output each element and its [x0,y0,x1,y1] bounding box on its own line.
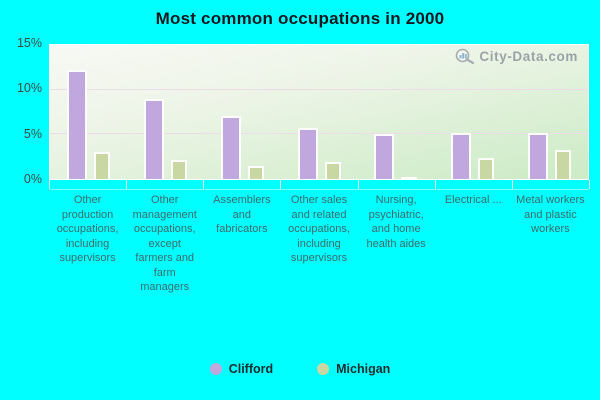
x-axis-category-label: Electrical ... [444,194,502,206]
bar-group [127,45,204,179]
y-axis-label: 0% [23,172,42,186]
clifford-bar [66,70,87,179]
clifford-bar [528,133,549,179]
legend-item-clifford: Clifford [209,362,274,376]
bar-group [357,45,434,179]
x-axis-category-label: Other production occupations, including … [56,194,119,265]
y-axis-label: 5% [23,126,42,141]
x-axis-tick [589,180,590,189]
x-axis-labels: Other production occupations, including … [49,193,589,295]
x-axis-tick [280,180,282,189]
bar-group [281,45,358,179]
legend: Clifford Michigan [0,362,600,376]
bar-group [511,45,588,179]
y-axis-label: 15% [16,36,42,50]
clifford-bar [451,133,472,179]
x-axis-tick [434,180,436,189]
x-axis-tick [126,180,128,189]
clifford-bar [297,128,318,179]
x-axis-category-label: Other management occupations, except far… [132,194,197,294]
watermark-label: City-Data.com [479,49,578,64]
gridline-10 [50,88,588,90]
legend-label: Michigan [336,362,391,376]
x-axis-category-label: Nursing, psychiatric, and home health ai… [366,194,426,250]
michigan-bar [555,150,572,179]
bar-group [50,45,127,179]
michigan-bar [170,160,187,179]
legend-label: Clifford [228,362,274,376]
michigan-bar [478,157,495,179]
clifford-bar [374,134,395,179]
legend-dot-icon [209,363,222,375]
x-axis-baseline [49,189,589,190]
watermark-link[interactable]: City-Data.com [454,48,578,65]
magnifier-bars-icon [454,48,476,65]
plot-area: City-Data.com [49,44,589,180]
x-axis-tick [357,180,359,189]
x-axis-category-label: Assemblers and fabricators [213,194,271,236]
y-axis-label: 10% [16,81,42,96]
gridline-5 [50,133,588,135]
clifford-bar [220,116,241,179]
x-axis-tick [511,180,513,189]
michigan-bar [247,165,264,179]
michigan-bar [401,177,418,179]
michigan-bar [93,152,110,179]
bar-group [204,45,281,179]
x-axis-category-label: Other sales and related occupations, inc… [288,194,350,265]
legend-dot-icon [317,363,330,375]
bar-group [434,45,511,179]
chart-title: Most common occupations in 2000 [155,9,445,28]
x-axis-tick [203,180,205,189]
bar-groups [50,45,588,179]
legend-item-michigan: Michigan [317,362,390,376]
clifford-bar [143,98,164,179]
michigan-bar [324,162,341,179]
x-axis-tick [49,180,50,189]
x-axis-category-label: Metal workers and plastic workers [516,194,585,236]
